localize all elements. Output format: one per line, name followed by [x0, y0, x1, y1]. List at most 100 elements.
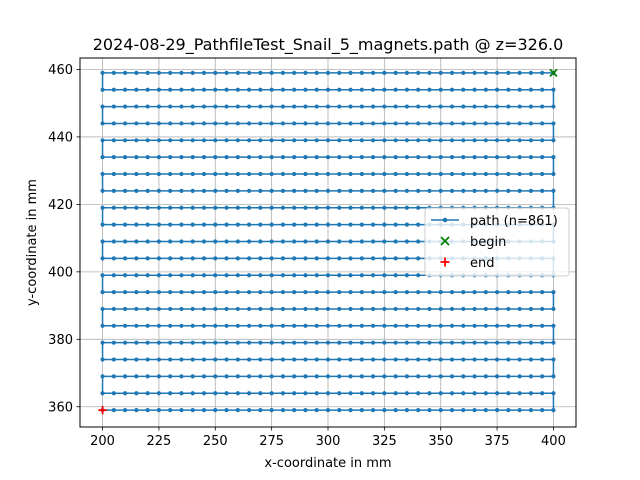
path-point	[438, 171, 443, 177]
path-point	[348, 205, 353, 210]
path-point	[314, 273, 319, 278]
path-point	[494, 357, 500, 362]
path-point	[134, 87, 139, 92]
path-point	[269, 374, 274, 379]
path-point	[494, 323, 500, 328]
path-point	[438, 374, 443, 379]
chart-title: 2024-08-29_PathfileTest_Snail_5_magnets.…	[93, 35, 564, 55]
path-point	[528, 138, 534, 143]
path-point	[246, 87, 252, 92]
path-point	[404, 138, 410, 143]
path-point	[156, 391, 162, 396]
path-point	[235, 289, 240, 295]
path-point	[483, 70, 488, 75]
path-point	[359, 205, 364, 210]
path-point	[540, 357, 545, 362]
path-point	[427, 87, 432, 92]
path-point	[393, 306, 398, 312]
path-point	[551, 155, 556, 160]
path-point	[393, 323, 398, 328]
path-point	[100, 340, 105, 345]
path-point	[449, 171, 455, 177]
path-point	[213, 70, 218, 75]
x-tick-label: 400	[541, 434, 566, 449]
path-point	[370, 205, 376, 210]
path-point	[551, 340, 556, 345]
path-point	[213, 323, 218, 328]
x-tick-label: 300	[316, 434, 341, 449]
path-point	[280, 357, 286, 362]
path-point	[393, 121, 398, 126]
path-point	[179, 70, 184, 75]
path-point	[201, 374, 207, 379]
path-point	[246, 222, 252, 227]
path-point	[201, 408, 207, 413]
path-point	[134, 289, 139, 295]
path-point	[303, 374, 308, 379]
path-point	[100, 104, 105, 109]
path-point	[427, 121, 432, 126]
path-point	[303, 104, 308, 109]
path-point	[100, 391, 105, 396]
path-point	[201, 121, 207, 126]
path-point	[168, 391, 173, 396]
path-point	[100, 205, 105, 210]
path-point	[224, 408, 229, 413]
path-point	[528, 374, 534, 379]
path-point	[314, 239, 319, 244]
path-point	[494, 171, 500, 177]
path-point	[145, 138, 150, 143]
legend-path-marker	[442, 217, 448, 223]
path-point	[370, 239, 376, 244]
path-point	[269, 205, 274, 210]
path-point	[314, 104, 319, 109]
path-point	[427, 289, 432, 295]
path-point	[111, 374, 116, 379]
path-point	[235, 121, 240, 126]
path-point	[382, 289, 387, 295]
path-point	[438, 306, 443, 312]
path-point	[303, 87, 308, 92]
path-point	[190, 87, 195, 92]
path-point	[393, 391, 398, 396]
path-point	[382, 323, 387, 328]
path-point	[517, 289, 522, 295]
x-tick-label: 200	[90, 434, 115, 449]
path-point	[517, 357, 522, 362]
path-point	[292, 357, 297, 362]
path-point	[393, 188, 398, 193]
path-point	[337, 121, 342, 126]
path-point	[325, 374, 331, 379]
path-point	[483, 306, 488, 312]
path-point	[100, 87, 105, 92]
path-point	[190, 155, 195, 160]
path-point	[168, 171, 173, 177]
path-point	[122, 239, 128, 244]
path-point	[517, 155, 522, 160]
path-point	[382, 340, 387, 345]
path-point	[427, 188, 432, 193]
path-point	[438, 87, 443, 92]
path-point	[461, 188, 466, 193]
path-point	[303, 306, 308, 312]
path-point	[314, 87, 319, 92]
path-point	[235, 205, 240, 210]
path-point	[303, 391, 308, 396]
path-point	[370, 289, 376, 295]
path-point	[337, 171, 342, 177]
path-point	[258, 138, 263, 143]
path-point	[404, 289, 410, 295]
path-point	[145, 188, 150, 193]
path-point	[269, 155, 274, 160]
path-point	[382, 408, 387, 413]
path-point	[472, 391, 477, 396]
path-point	[201, 104, 207, 109]
path-point	[235, 70, 240, 75]
path-point	[190, 121, 195, 126]
path-point	[156, 70, 162, 75]
path-point	[224, 138, 229, 143]
path-point	[100, 171, 105, 177]
path-point	[190, 391, 195, 396]
path-point	[190, 357, 195, 362]
path-point	[224, 70, 229, 75]
